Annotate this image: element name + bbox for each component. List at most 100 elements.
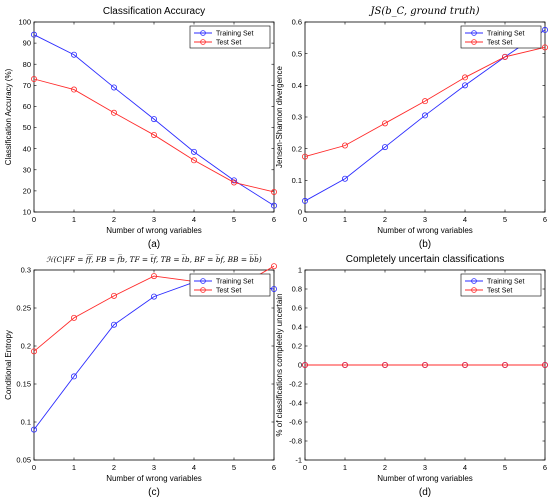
y-tick-label: 30	[23, 165, 31, 174]
y-tick-label: 0.4	[292, 323, 302, 332]
plot-area	[33, 269, 275, 461]
data-point	[461, 82, 468, 89]
y-tick-label: -0.2	[289, 380, 302, 389]
x-tick-label: 6	[272, 463, 276, 472]
y-tick-label: 90	[23, 39, 31, 48]
series-line	[304, 46, 546, 158]
series-test	[301, 361, 549, 368]
y-tick-label: 0.25	[16, 304, 31, 313]
data-point	[190, 157, 197, 164]
x-tick-label: 3	[423, 215, 427, 224]
data-point	[381, 120, 388, 127]
panel-caption: (d)	[419, 487, 431, 498]
legend-marker	[200, 278, 206, 284]
y-tick-label: 80	[23, 60, 31, 69]
x-tick-label: 0	[303, 463, 307, 472]
data-point	[111, 109, 118, 116]
chart-panel-1: 0 1 2 3 4 5 6 10 20 30 40 50 60 70 80 90 100 Classificati…	[4, 6, 277, 250]
x-tick-label: 6	[543, 463, 547, 472]
x-tick-label: 2	[112, 215, 116, 224]
x-tick-label: 4	[192, 215, 196, 224]
x-axis-label: Number of wrong variables	[377, 474, 473, 483]
x-tick-label: 3	[152, 215, 156, 224]
y-tick-label: 1	[298, 266, 302, 275]
series-training	[30, 31, 277, 209]
y-tick-label: -0.8	[289, 437, 302, 446]
chart-title: JS(b_C, ground truth)	[368, 6, 479, 17]
chart-title: ℋ(C|FF = f̅f̅, FB = f̅b, TF = t̅f, TB = …	[46, 254, 262, 264]
chart-title: Completely uncertain classifications	[346, 254, 504, 265]
y-tick-label: 0.5	[292, 49, 302, 58]
data-point	[301, 361, 308, 368]
data-point	[270, 188, 277, 195]
legend-entry: Test Set	[216, 39, 241, 46]
x-tick-label: 6	[272, 215, 276, 224]
data-point	[71, 373, 78, 380]
x-tick-label: 4	[463, 215, 467, 224]
data-point	[501, 53, 508, 60]
series-test	[301, 44, 549, 160]
data-point	[71, 86, 78, 93]
panel-caption: (a)	[148, 239, 160, 250]
y-tick-label: 0	[298, 208, 302, 217]
chart-panel-2: 0 1 2 3 4 5 6 0 0.1 0.2 0.3 0.4 0.5 0.6 JS(b_C, ground…	[275, 6, 549, 250]
legend-marker	[200, 287, 206, 293]
x-axis-label: Number of wrong variables	[106, 226, 202, 235]
x-tick-label: 1	[343, 215, 347, 224]
data-point	[111, 292, 118, 299]
x-axis-label: Number of wrong variables	[106, 474, 202, 483]
data-point	[421, 98, 428, 105]
y-tick-label: 0.3	[21, 266, 31, 275]
series-line	[33, 78, 275, 193]
data-point	[150, 116, 157, 123]
x-tick-label: 5	[503, 215, 507, 224]
x-tick-label: 5	[232, 215, 236, 224]
y-tick-label: 10	[23, 208, 31, 217]
data-point	[30, 31, 37, 38]
y-axis-label: Classification Accuracy (%)	[4, 68, 13, 165]
legend-box	[460, 25, 542, 49]
legend-entry: Training Set	[487, 278, 525, 285]
y-axis-label: Jensen-Shannon divergence	[275, 66, 284, 168]
legend: Training Set Test Set	[460, 273, 542, 297]
data-point	[150, 293, 157, 300]
legend: Training Set Test Set	[189, 25, 271, 49]
data-point	[461, 361, 468, 368]
x-tick-label: 1	[72, 215, 76, 224]
x-tick-label: 5	[503, 463, 507, 472]
data-point	[381, 144, 388, 151]
y-axis-label: Conditional Entropy	[4, 330, 13, 400]
x-tick-label: 0	[32, 215, 36, 224]
x-tick-label: 2	[383, 215, 387, 224]
chart-title: Classification Accuracy	[103, 6, 205, 17]
y-tick-label: 0.05	[16, 456, 31, 465]
x-tick-label: 3	[423, 463, 427, 472]
y-tick-label: 0.6	[292, 18, 302, 27]
x-tick-label: 3	[152, 463, 156, 472]
data-point	[341, 142, 348, 149]
data-point	[30, 348, 37, 355]
legend-entry: Training Set	[216, 30, 254, 37]
legend-marker	[471, 30, 477, 36]
data-point	[501, 361, 508, 368]
y-tick-label: 0.15	[16, 380, 31, 389]
y-tick-label: 0	[298, 361, 302, 370]
y-tick-label: 0.1	[21, 418, 31, 427]
x-tick-label: 4	[463, 463, 467, 472]
data-point	[421, 361, 428, 368]
chart-panel-3: 0 1 2 3 4 5 6 0.05 0.1 0.15 0.2 0.25 0.3 ℋ(C|FF = f̅f…	[4, 254, 277, 498]
y-tick-label: 0.2	[292, 144, 302, 153]
x-tick-label: 6	[543, 215, 547, 224]
y-tick-label: 60	[23, 102, 31, 111]
legend-box	[460, 273, 542, 297]
legend-marker	[200, 39, 206, 45]
y-tick-label: 0.2	[21, 342, 31, 351]
legend-entry: Test Set	[487, 39, 512, 46]
data-point	[461, 74, 468, 81]
y-tick-label: -0.4	[289, 399, 302, 408]
y-tick-label: 100	[18, 18, 31, 27]
x-axis-label: Number of wrong variables	[377, 226, 473, 235]
legend-marker	[471, 39, 477, 45]
data-point	[111, 321, 118, 328]
